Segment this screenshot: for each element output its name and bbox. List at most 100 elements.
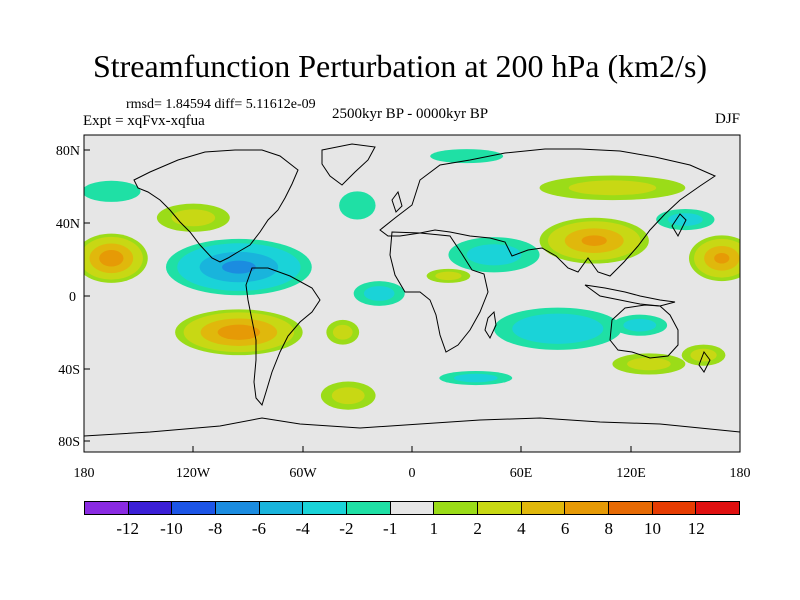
colorbar-swatch [390, 502, 435, 514]
anomaly-contour [690, 348, 717, 362]
lat-label-80s: 80S [58, 435, 80, 450]
anomaly-center [439, 370, 513, 386]
anomaly-contour [512, 313, 604, 344]
coastline-north-america [133, 149, 299, 263]
colorbar-swatch [259, 502, 304, 514]
coastline-new-zealand [698, 350, 711, 373]
colorbar-label: -8 [208, 519, 223, 538]
lon-label-120w: 120W [176, 466, 211, 481]
lon-label-0: 0 [409, 466, 416, 481]
anomaly-contour [623, 318, 657, 332]
colorbar [84, 501, 740, 515]
experiment-label: Expt = xqFvx-xqfua [83, 113, 205, 129]
colorbar-label: 4 [517, 519, 526, 538]
anomaly-contour [627, 357, 671, 371]
anomaly-center [612, 314, 668, 336]
colorbar-swatch [478, 502, 522, 514]
lat-label-80n: 80N [56, 144, 80, 159]
colorbar-swatch [609, 502, 653, 514]
coastline-japan [671, 213, 687, 238]
colorbar-swatch [172, 502, 217, 514]
anomaly-center [84, 180, 141, 202]
anomaly-contour [363, 286, 395, 301]
anomaly-center [539, 175, 686, 201]
anomaly-contour [171, 209, 216, 227]
anomaly-layer [84, 149, 740, 410]
anomaly-center [539, 217, 649, 264]
colorbar-label: 2 [473, 519, 482, 538]
period-label: 2500kyr BP - 0000kyr BP [331, 106, 489, 122]
lon-label-180e: 180 [730, 466, 751, 481]
anomaly-contour [430, 149, 504, 164]
coastlines [84, 143, 740, 437]
colorbar-swatch [85, 502, 129, 514]
coastline-uk [391, 190, 403, 213]
colorbar-swatch [696, 502, 740, 514]
colorbar-label: -2 [339, 519, 354, 538]
anomaly-contour [339, 191, 376, 220]
colorbar-label: 8 [604, 519, 614, 538]
map-title: Streamfunction Perturbation at 200 hPa (… [92, 48, 708, 84]
anomaly-center [326, 319, 360, 345]
anomaly-center [430, 149, 504, 164]
anomaly-contour [332, 324, 353, 340]
coastline-indonesia [584, 284, 676, 307]
colorbar-label: -1 [383, 519, 398, 538]
anomaly-contour [453, 373, 498, 383]
coastline-europe-asia [379, 148, 717, 277]
anomaly-center [339, 191, 376, 220]
colorbar-label: 12 [687, 519, 705, 538]
coastline-south-america [245, 267, 321, 407]
anomaly-center [494, 307, 622, 350]
coastline-greenland [321, 143, 376, 186]
anomaly-center [353, 281, 405, 306]
anomaly-contour [222, 260, 256, 274]
anomaly-center [84, 233, 148, 283]
anomaly-contour [714, 252, 730, 264]
anomaly-center [681, 344, 726, 366]
anomaly-center [175, 309, 303, 356]
anomaly-center [688, 235, 740, 282]
colorbar-label: 1 [429, 519, 439, 538]
anomaly-contour [581, 235, 607, 246]
coastline-madagascar [484, 310, 497, 340]
colorbar-swatch [216, 502, 260, 514]
colorbar-label: 10 [644, 519, 662, 538]
anomaly-center [612, 353, 686, 375]
anomaly-contour [331, 387, 365, 405]
anomaly-center [426, 268, 471, 283]
anomaly-contour [568, 180, 657, 196]
colorbar-swatch [303, 502, 348, 514]
lon-label-60w: 60W [289, 466, 317, 481]
colorbar-swatch [128, 502, 173, 514]
anomaly-contour [466, 244, 522, 266]
lon-label-180w: 180 [74, 466, 95, 481]
colorbar-label: -12 [116, 519, 140, 538]
colorbar-swatch [565, 502, 610, 514]
anomaly-center [156, 203, 230, 232]
coastline-antarctica [84, 417, 740, 437]
anomaly-contour [84, 180, 141, 202]
season-label: DJF [714, 111, 740, 127]
colorbar-label: -6 [251, 519, 267, 538]
colorbar-swatch [652, 502, 697, 514]
lon-label-120e: 120E [616, 466, 646, 481]
anomaly-contour [217, 324, 261, 340]
colorbar-swatch [347, 502, 391, 514]
lat-label-40n: 40N [56, 217, 80, 232]
colorbar-label: -4 [295, 519, 310, 538]
lon-label-60e: 60E [510, 466, 533, 481]
anomaly-center [166, 238, 312, 296]
rmsd-diff-stats: rmsd= 1.84594 diff= 5.11612e-09 [126, 97, 316, 112]
colorbar-label: 6 [560, 519, 570, 538]
coastline-australia [609, 304, 679, 359]
anomaly-center [320, 381, 376, 410]
lat-ticks [84, 149, 90, 442]
anomaly-center [448, 237, 540, 273]
colorbar-label: -10 [160, 519, 183, 538]
colorbar-swatch [434, 502, 479, 514]
lat-label-40s: 40S [58, 363, 80, 378]
colorbar-swatch [521, 502, 566, 514]
coastline-africa [389, 231, 489, 353]
